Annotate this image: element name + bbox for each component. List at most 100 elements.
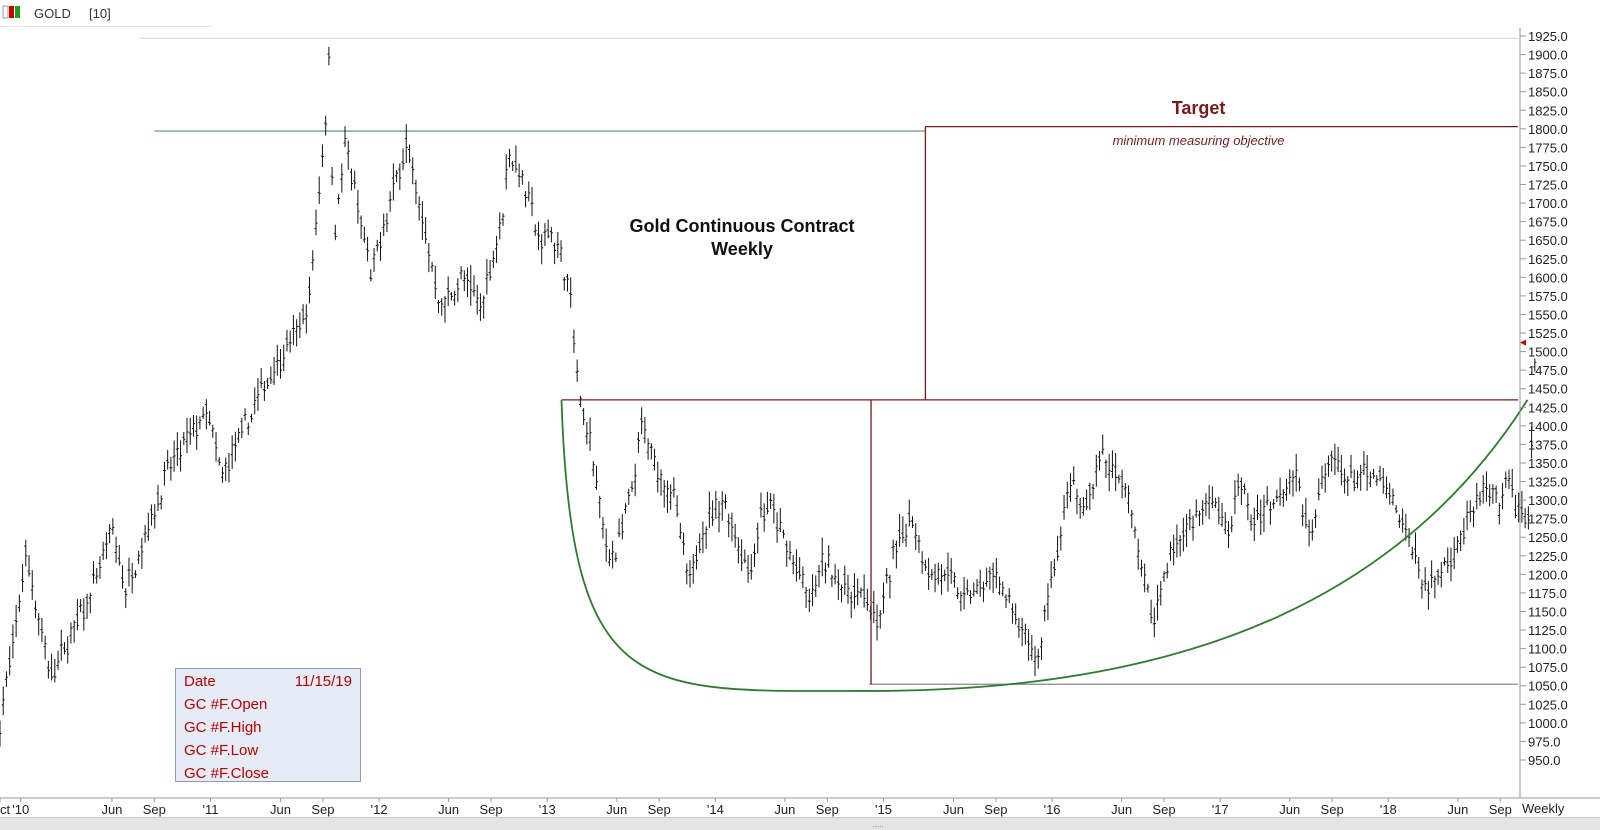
x-tick-label: Sep xyxy=(479,802,502,817)
ohlc-bar xyxy=(1149,599,1153,624)
ohlc-bar xyxy=(104,532,108,560)
ohlc-bar xyxy=(1017,618,1021,638)
ohlc-bar xyxy=(665,480,669,513)
ohlc-bar xyxy=(872,590,876,624)
info-label: GC #F.High xyxy=(184,719,262,736)
ohlc-bar xyxy=(630,481,634,492)
ohlc-bar xyxy=(769,493,773,510)
ohlc-bar xyxy=(998,576,1002,596)
symbol-label: GOLD xyxy=(34,6,71,21)
y-tick-label: 1475.0 xyxy=(1528,363,1568,378)
ohlc-bar xyxy=(965,579,969,596)
ohlc-bar xyxy=(1417,557,1421,579)
ohlc-bar xyxy=(956,587,960,600)
ohlc-bar xyxy=(1107,453,1111,492)
ohlc-bar xyxy=(1194,499,1198,518)
ohlc-bar xyxy=(543,223,547,246)
ohlc-bar xyxy=(1181,517,1185,552)
info-label: GC #F.Low xyxy=(184,742,259,759)
ohlc-bar xyxy=(262,381,266,401)
ohlc-bar xyxy=(1168,541,1172,561)
ohlc-bar xyxy=(224,457,228,482)
ohlc-bar xyxy=(356,189,360,224)
ohlc-bar xyxy=(1020,617,1024,647)
ohlc-bar xyxy=(111,518,115,535)
horizontal-scrollbar[interactable]: ..... xyxy=(0,817,1600,830)
ohlc-bar xyxy=(240,417,244,439)
ohlc-bar xyxy=(969,590,973,604)
ohlc-bar xyxy=(88,592,92,614)
ohlc-bar xyxy=(888,575,892,599)
ohlc-bar xyxy=(1223,512,1227,535)
y-axis-ticks: 950.0 975.0 1000.0 1025.0 1050.0 1075.0 1100.0… xyxy=(1520,29,1568,768)
ohlc-bar xyxy=(540,234,544,265)
ohlc-bar xyxy=(11,624,15,659)
ohlc-bar xyxy=(559,240,563,262)
ohlc-bar xyxy=(266,377,270,389)
ohlc-bar xyxy=(1114,452,1118,492)
ohlc-bar xyxy=(959,591,963,612)
ohlc-bar xyxy=(562,276,566,291)
ohlc-bar xyxy=(1455,536,1459,553)
ohlc-bar xyxy=(279,348,283,379)
ohlc-bar xyxy=(69,622,73,644)
ohlc-bar xyxy=(791,555,795,575)
ohlc-bar xyxy=(117,544,121,566)
x-tick-label: Sep xyxy=(1152,802,1175,817)
ohlc-bar xyxy=(798,557,802,580)
ohlc-bar xyxy=(656,461,660,493)
ohlc-bar xyxy=(1394,505,1398,514)
ohlc-bar xyxy=(320,144,324,168)
ohlc-bar xyxy=(940,564,944,595)
ohlc-bar xyxy=(198,416,202,430)
ohlc-bar xyxy=(836,569,840,601)
ohlc-bar xyxy=(362,226,366,243)
ohlc-bar xyxy=(675,495,679,518)
ohlc-bar xyxy=(1172,534,1176,566)
ohlc-bar xyxy=(246,422,250,436)
ohlc-bar xyxy=(1062,495,1066,520)
ohlc-bar xyxy=(1407,528,1411,547)
ohlc-bar xyxy=(756,522,760,554)
target-annotation: Target xyxy=(1172,98,1226,118)
ohlc-bar xyxy=(40,617,44,643)
ohlc-bar xyxy=(1007,588,1011,604)
ohlc-bar xyxy=(56,650,60,670)
ohlc-bar xyxy=(159,495,163,510)
ohlc-bar xyxy=(1530,426,1534,459)
ohlc-bar xyxy=(762,503,766,532)
ohlc-bar xyxy=(662,480,666,508)
ohlc-bar xyxy=(694,545,698,570)
ohlc-bar xyxy=(343,126,347,147)
ohlc-bar xyxy=(765,491,769,515)
ohlc-bar xyxy=(1236,473,1240,496)
ohlc-bar xyxy=(172,440,176,472)
ohlc-bar xyxy=(1443,557,1447,566)
ohlc-bar xyxy=(1439,561,1443,588)
y-tick-label: 1050.0 xyxy=(1528,679,1568,694)
ohlc-bar xyxy=(424,217,428,244)
ohlc-bar xyxy=(1323,463,1327,493)
ohlc-bar xyxy=(211,424,215,438)
ohlc-bar xyxy=(1001,581,1005,597)
x-tick-label: '11 xyxy=(203,802,219,817)
ohlc-bar xyxy=(446,276,450,307)
ohlc-bar xyxy=(691,553,695,584)
ohlc-bar xyxy=(923,559,927,572)
ohlc-bar xyxy=(1526,506,1530,530)
info-row-low: GC #F.Low xyxy=(184,740,360,763)
ohlc-bar xyxy=(598,495,602,519)
ohlc-bar xyxy=(1301,504,1305,527)
ohlc-bar xyxy=(753,543,757,568)
y-tick-label: 1675.0 xyxy=(1528,215,1568,230)
ohlc-bar xyxy=(1010,603,1014,624)
y-tick-label: 1200.0 xyxy=(1528,567,1568,582)
ohlc-bar xyxy=(253,387,257,415)
scroll-handle[interactable]: ..... xyxy=(872,820,884,829)
y-tick-label: 1525.0 xyxy=(1528,326,1568,341)
ohlc-bar xyxy=(620,514,624,540)
ohlc-bar xyxy=(611,540,615,569)
ohlc-bar xyxy=(0,720,2,747)
y-tick-label: 1550.0 xyxy=(1528,307,1568,322)
